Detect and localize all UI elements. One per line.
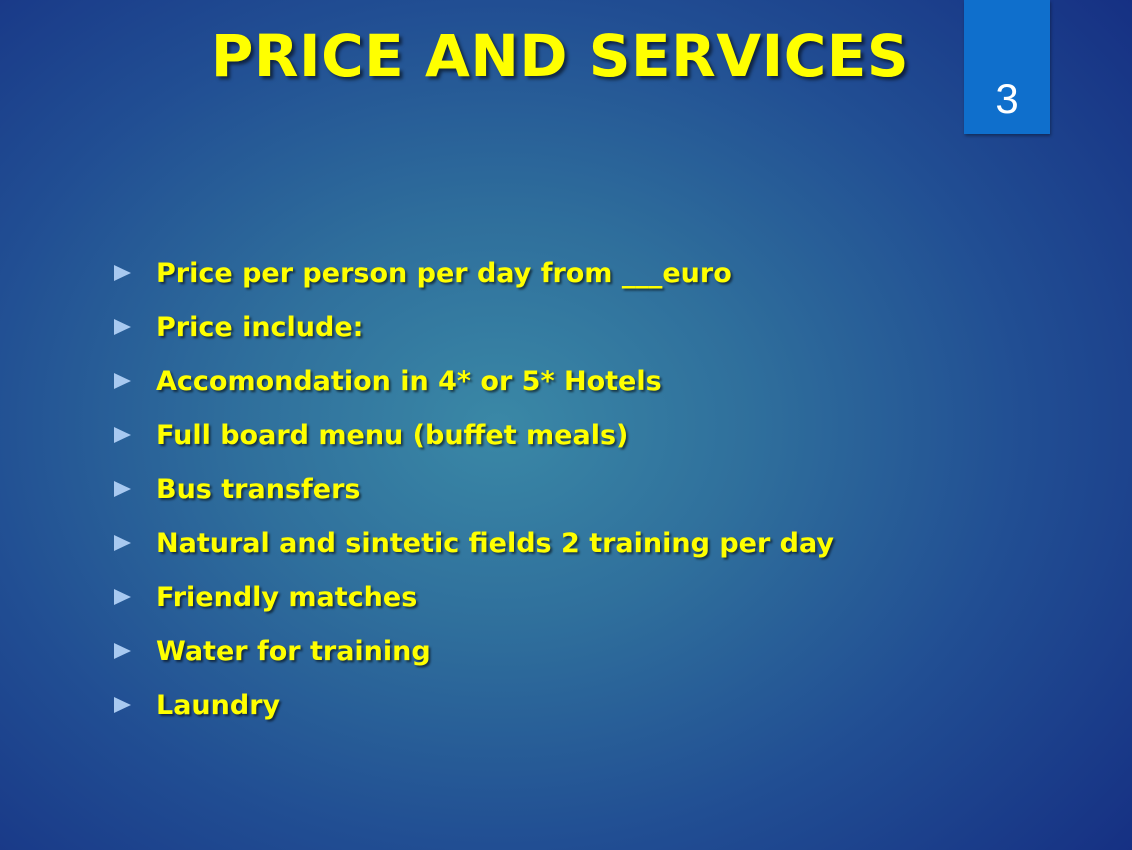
list-item: Bus transfers	[114, 462, 834, 516]
list-item: Friendly matches	[114, 570, 834, 624]
list-item: Accomondation in 4* or 5* Hotels	[114, 354, 834, 408]
triangle-right-icon	[114, 697, 131, 713]
bullet-text: Friendly matches	[156, 581, 418, 613]
list-item: Natural and sintetic fields 2 training p…	[114, 516, 834, 570]
bullet-text: Bus transfers	[156, 473, 361, 505]
triangle-right-icon	[114, 373, 131, 389]
triangle-right-icon	[114, 481, 131, 497]
bullet-text: Water for training	[156, 635, 431, 667]
triangle-right-icon	[114, 319, 131, 335]
list-item: Price per person per day from ___euro	[114, 246, 834, 300]
bullet-list: Price per person per day from ___euro Pr…	[114, 246, 834, 732]
page-number-badge: 3	[964, 0, 1050, 134]
bullet-text: Full board menu (buffet meals)	[156, 419, 629, 451]
triangle-right-icon	[114, 265, 131, 281]
triangle-right-icon	[114, 427, 131, 443]
bullet-text: Natural and sintetic fields 2 training p…	[156, 527, 834, 559]
triangle-right-icon	[114, 589, 131, 605]
bullet-text: Price include:	[156, 311, 364, 343]
list-item: Water for training	[114, 624, 834, 678]
list-item: Laundry	[114, 678, 834, 732]
list-item: Full board menu (buffet meals)	[114, 408, 834, 462]
page-number: 3	[995, 75, 1019, 122]
bullet-text: Price per person per day from ___euro	[156, 257, 732, 289]
bullet-text: Laundry	[156, 689, 281, 721]
triangle-right-icon	[114, 643, 131, 659]
slide-title: PRICE AND SERVICES	[210, 22, 910, 90]
list-item: Price include:	[114, 300, 834, 354]
bullet-text: Accomondation in 4* or 5* Hotels	[156, 365, 662, 397]
triangle-right-icon	[114, 535, 131, 551]
